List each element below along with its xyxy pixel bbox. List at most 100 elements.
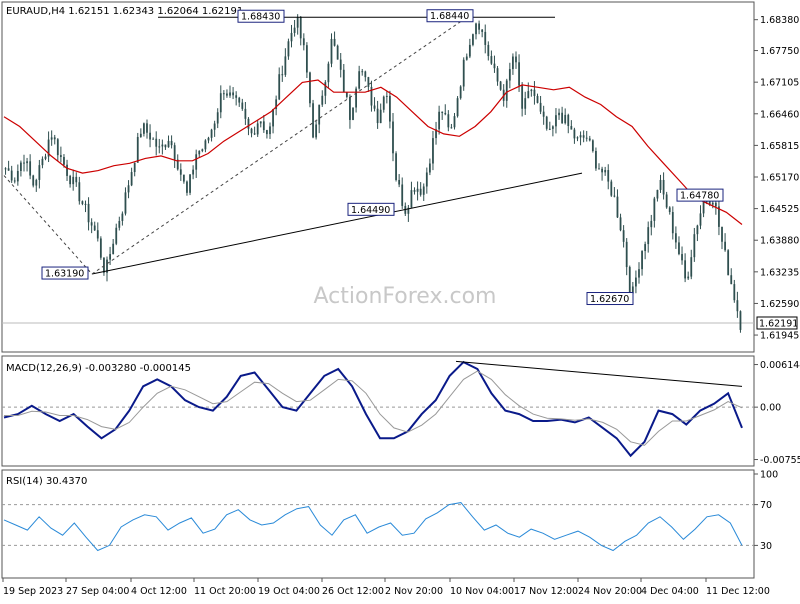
candle-body (493, 63, 496, 69)
candle-body (438, 111, 441, 130)
candle-body (604, 170, 607, 173)
macd-header: MACD(12,26,9) -0.003280 -0.000145 (6, 363, 191, 374)
candle-body (133, 162, 136, 173)
candle-body (284, 56, 287, 75)
candle-body (312, 103, 314, 138)
candle-body (444, 112, 447, 115)
candle-body (275, 99, 278, 110)
candle-body (278, 74, 281, 100)
pivot-label: 1.68440 (430, 11, 469, 22)
candle-body (392, 121, 394, 154)
candle-body (475, 23, 477, 35)
candle-body (262, 121, 265, 131)
candle-body (567, 114, 570, 127)
candle-body (638, 269, 640, 278)
candle-body (613, 195, 616, 197)
candle-body (419, 188, 422, 195)
pivot-label: 1.62670 (590, 294, 629, 305)
candle-body (241, 102, 244, 109)
candle-body (16, 170, 19, 182)
candle-body (235, 95, 238, 98)
candle-body (524, 98, 527, 109)
candle-body (204, 140, 207, 150)
candle-body (690, 257, 693, 277)
candle-body (339, 59, 342, 70)
candle-body (650, 220, 653, 228)
candle-body (96, 230, 99, 239)
candle-body (99, 238, 102, 258)
candle-body (588, 138, 591, 141)
candle-body (585, 137, 588, 139)
x-axis-label: 19 Oct 04:00 (258, 586, 320, 597)
price-header: EURAUD,H4 1.62151 1.62343 1.62064 1.6219… (6, 6, 243, 17)
candle-body (496, 68, 499, 82)
candle-body (622, 230, 625, 242)
candle-body (659, 179, 662, 190)
candle-body (505, 80, 508, 101)
pivot-label: 1.68430 (241, 12, 280, 23)
candle-body (259, 121, 262, 124)
candle-body (425, 172, 428, 187)
candle-body (468, 44, 471, 57)
candle-body (582, 135, 585, 138)
candle-body (595, 151, 597, 169)
candle-body (361, 71, 364, 73)
candle-body (678, 242, 680, 255)
candle-body (465, 56, 468, 60)
candle-body (558, 112, 560, 116)
candle-body (318, 104, 321, 125)
candle-body (358, 71, 361, 89)
x-axis-label: 2 Nov 20:00 (385, 586, 443, 597)
candle-body (413, 190, 416, 192)
x-axis-label: 4 Dec 04:00 (641, 586, 699, 597)
candle-body (106, 259, 108, 273)
candle-body (38, 165, 41, 180)
price-axis-label: 1.62590 (760, 299, 799, 310)
candle-body (127, 185, 130, 193)
candle-body (355, 88, 357, 108)
candle-body (247, 118, 250, 129)
price-axis-label: 1.68380 (760, 15, 799, 26)
pivot-label: 1.63190 (45, 269, 84, 280)
candle-body (530, 89, 533, 92)
candle-body (130, 172, 133, 186)
candle-body (4, 168, 7, 170)
candle-body (472, 34, 474, 45)
candle-body (653, 198, 656, 221)
candle-body (201, 149, 204, 151)
candle-body (410, 190, 413, 208)
candle-body (336, 45, 339, 60)
candle-body (115, 227, 118, 244)
candle-body (416, 188, 419, 192)
candle-body (490, 56, 493, 64)
watermark: ActionForex.com (314, 284, 497, 309)
candle-body (527, 91, 530, 99)
candle-body (222, 93, 225, 95)
candle-body (345, 92, 348, 97)
candle-body (118, 220, 121, 228)
candle-body (143, 123, 145, 134)
candle-body (450, 127, 453, 129)
rising-trend-line (91, 172, 583, 275)
candle-body (481, 29, 484, 32)
candle-body (665, 194, 668, 208)
macd-divergence-line (455, 360, 743, 387)
candle-body (432, 138, 434, 164)
candle-body (671, 212, 674, 234)
candle-body (315, 124, 318, 138)
price-axis-label: 1.67750 (760, 46, 799, 57)
candle-body (601, 168, 603, 173)
price-axis-label: 1.63880 (760, 236, 799, 247)
candle-body (321, 95, 324, 105)
candle-body (170, 140, 173, 146)
candle-body (422, 186, 425, 195)
candle-body (238, 97, 241, 103)
candle-body (78, 182, 81, 202)
candle-body (41, 158, 44, 166)
candle-body (272, 109, 274, 127)
candle-body (739, 311, 742, 330)
x-axis-label: 11 Dec 12:00 (706, 586, 770, 597)
candle-body (26, 161, 28, 164)
candle-body (512, 56, 514, 70)
candle-body (56, 139, 59, 156)
